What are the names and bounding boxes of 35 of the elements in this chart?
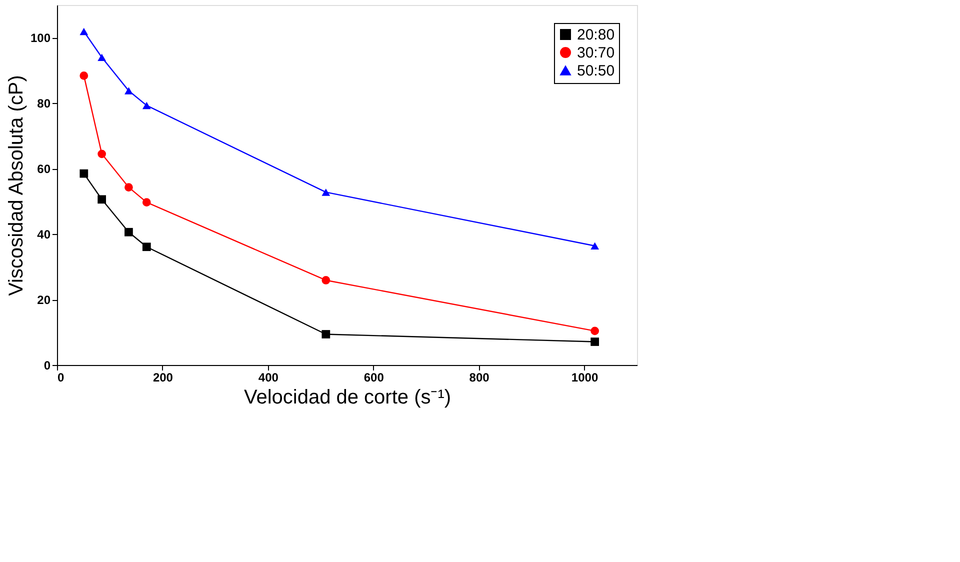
point (124, 228, 133, 236)
point (322, 188, 330, 196)
point (98, 150, 106, 158)
x-tick-label: 200 (152, 370, 174, 384)
x-tick-label: 400 (258, 370, 279, 384)
y-axis-title: Viscosidad Absoluta (cP) (5, 75, 28, 296)
x-tick-label: 800 (469, 370, 490, 384)
x-axis-title: Velocidad de corte (s⁻¹) (244, 386, 452, 408)
point (98, 54, 106, 61)
y-tick-label: 20 (37, 293, 51, 308)
legend-label: 30:70 (577, 44, 615, 62)
x-tick-label: 0 (58, 370, 64, 384)
legend-label: 20:80 (577, 26, 615, 44)
point (124, 87, 133, 94)
point (80, 28, 88, 36)
point (98, 195, 106, 204)
point (590, 326, 599, 336)
y-tick-label: 80 (37, 96, 51, 111)
point (142, 102, 151, 110)
y-tick-label: 0 (44, 358, 51, 372)
x-tick-label: 600 (364, 370, 384, 384)
y-tick-label: 40 (37, 228, 51, 242)
point (590, 338, 599, 346)
legend-label: 50:50 (577, 62, 615, 80)
point (590, 242, 599, 250)
y-tick-label: 100 (30, 31, 51, 46)
point (80, 72, 88, 80)
point (142, 198, 151, 207)
x-tick-label: 1000 (571, 370, 598, 384)
point (142, 242, 151, 252)
point (80, 169, 88, 178)
point (124, 183, 133, 192)
point (322, 330, 330, 338)
point (322, 276, 330, 284)
y-tick-label: 60 (37, 162, 51, 176)
